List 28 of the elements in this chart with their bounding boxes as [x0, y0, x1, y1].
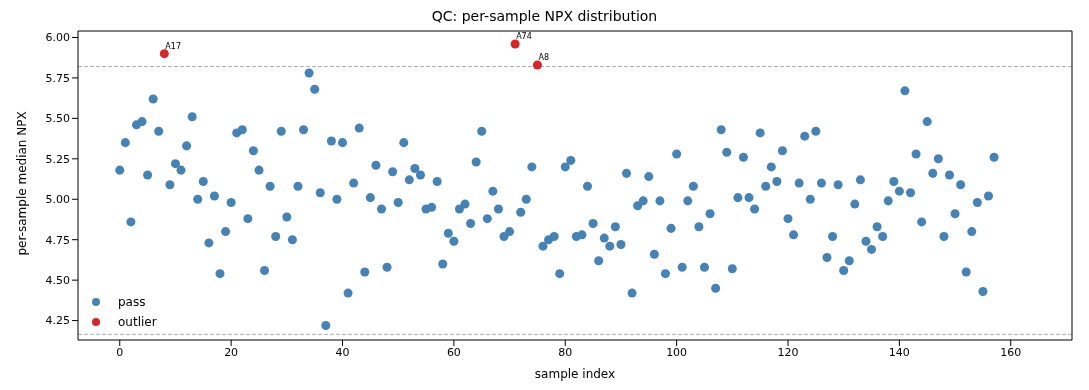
x-tick-label: 0 — [116, 345, 124, 359]
x-tick-label: 100 — [666, 345, 688, 359]
annotation: A8 — [538, 52, 549, 62]
legend-label: pass — [118, 294, 146, 311]
y-axis-title: per-sample median NPX — [15, 111, 30, 256]
y-tick-label: 5.50 — [45, 112, 70, 126]
y-tick-label: 5.25 — [45, 152, 70, 166]
x-tick-label: 140 — [888, 345, 910, 359]
x-axis-title: sample index — [534, 367, 616, 381]
x-tick-label: 120 — [777, 345, 799, 359]
point — [159, 49, 169, 59]
y-tick-label: 4.25 — [45, 314, 70, 328]
x-tick-label: 80 — [558, 345, 573, 359]
x-tick-label: 40 — [335, 345, 350, 359]
point — [532, 60, 542, 70]
x-tick-label: 20 — [224, 345, 239, 359]
chart-title: QC: per-sample NPX distribution — [430, 8, 659, 26]
annotation: A17 — [165, 41, 181, 51]
x-tick-label: 160 — [1000, 345, 1022, 359]
y-tick-label: 4.50 — [45, 274, 70, 288]
y-tick-label: 6.00 — [45, 31, 70, 45]
y-tick-label: 5.75 — [45, 71, 70, 85]
y-tick-label: 4.75 — [45, 233, 70, 247]
point — [510, 39, 520, 49]
y-tick-label: 5.00 — [45, 193, 70, 207]
legend-label: outlier — [118, 314, 157, 331]
annotation: A74 — [516, 31, 532, 41]
x-tick-label: 60 — [446, 345, 461, 359]
